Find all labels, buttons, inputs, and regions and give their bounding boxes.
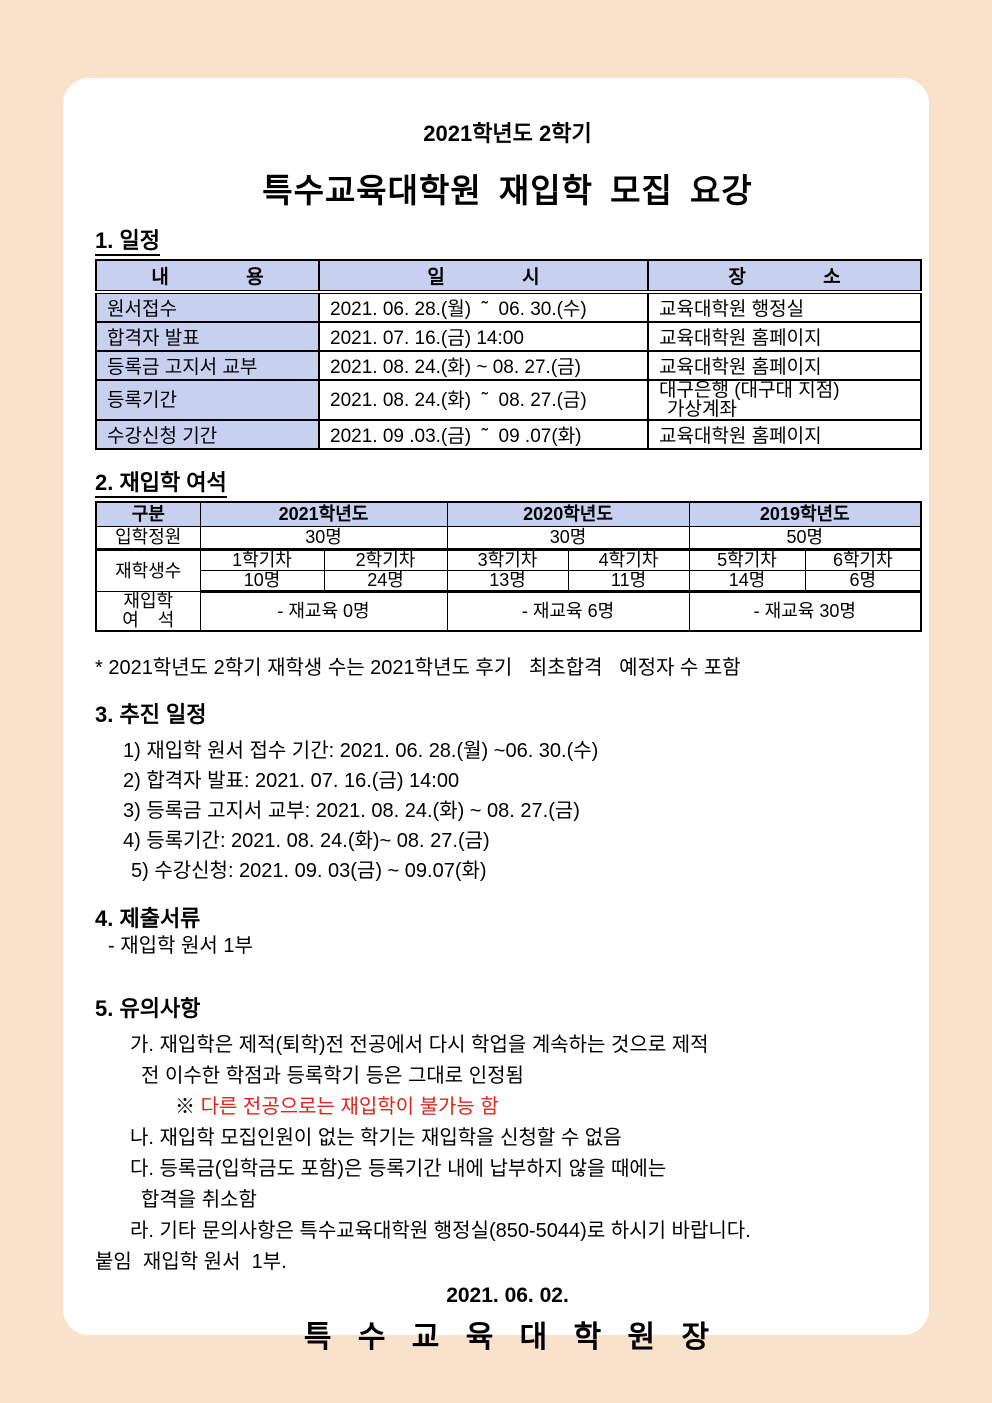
documents-item: - 재입학 원서 1부 — [108, 934, 253, 957]
schedule-cell-datetime: 2021. 06. 28.(월) ˜ 06. 30.(수) — [318, 291, 649, 323]
semester-3: 3학기차 — [446, 549, 569, 571]
document-card: 2021학년도 2학기 특수교육대학원 재입학 모집 요강 1. 일정 내 용 … — [63, 78, 929, 1354]
semester-1: 1학기차 — [199, 549, 325, 571]
seats-table: 구분 2021학년도 2020학년도 2019학년도 입학정원 30명 30명 … — [95, 501, 923, 632]
plan-item: 2) 합격자 발표: 2021. 07. 16.(금) 14:00 — [123, 769, 460, 792]
table-row: 등록기간 2021. 08. 24.(화) ˜ 08. 27.(금) 대구은행 … — [95, 379, 922, 421]
table-row: 수강신청 기간 2021. 09 .03.(금) ˜ 09 .07(화) 교육대… — [95, 419, 922, 450]
seats-table-header-row: 구분 2021학년도 2020학년도 2019학년도 — [95, 501, 922, 527]
seat-label: 재입학 여 석 — [95, 590, 201, 632]
footer-signature: 특 수 교 육 대 학 원 장 — [303, 1320, 712, 1354]
plan-item: 5) 수강신청: 2021. 09. 03(금) ~ 09.07(화) — [131, 859, 487, 882]
quota-2021: 30명 — [199, 526, 448, 551]
note-line-da2: 합격을 취소함 — [141, 1188, 257, 1211]
table-row: 등록금 고지서 교부 2021. 08. 24.(화) ~ 08. 27.(금)… — [95, 350, 922, 381]
seat-2020: - 재교육 6명 — [446, 590, 690, 632]
warning-mark: ※ — [175, 1095, 201, 1118]
note-line-ga1: 가. 재입학은 제적(퇴학)전 전공에서 다시 학업을 계속하는 것으로 제적 — [130, 1033, 709, 1056]
note-line-da1: 다. 등록금(입학금도 포함)은 등록기간 내에 납부하지 않을 때에는 — [130, 1157, 667, 1180]
schedule-table: 내 용 일 시 장 소 원서접수 2021. 06. 28.(월) ˜ 06. … — [95, 259, 922, 450]
schedule-table-header-row: 내 용 일 시 장 소 — [95, 259, 922, 294]
section-seats-heading-text: 2. 재입학 여석 — [95, 470, 227, 498]
quota-2019: 50명 — [688, 526, 922, 551]
enrolled-4: 11명 — [567, 570, 690, 593]
enrolled-5: 14명 — [688, 570, 806, 593]
place-line-2: 가상계좌 — [667, 399, 737, 420]
note-line-na: 나. 재입학 모집인원이 없는 학기는 재입학을 신청할 수 없음 — [130, 1126, 622, 1149]
table-row: 입학정원 30명 30명 50명 — [95, 526, 922, 551]
schedule-cell-place: 교육대학원 홈페이지 — [647, 350, 922, 381]
doc-title: 특수교육대학원 재입학 모집 요강 — [262, 172, 753, 209]
seat-2019: - 재교육 30명 — [688, 590, 922, 632]
section-seats-heading: 2. 재입학 여석 — [95, 470, 920, 498]
attachment-line: 붙임 재입학 원서 1부. — [95, 1250, 287, 1273]
schedule-col-content: 내 용 — [95, 259, 320, 294]
quota-2020: 30명 — [446, 526, 690, 551]
schedule-cell-place: 교육대학원 홈페이지 — [647, 419, 922, 450]
seat-label-line2: 여 석 — [122, 609, 175, 630]
place-line-1: 대구은행 (대구대 지점) — [659, 380, 840, 401]
semester-6: 6학기차 — [804, 549, 922, 571]
footer-date: 2021. 06. 02. — [446, 1283, 569, 1307]
semester-4: 4학기차 — [567, 549, 690, 571]
section-notes-heading: 5. 유의사항 — [95, 995, 201, 1021]
schedule-cell-content: 합격자 발표 — [95, 321, 320, 352]
seats-footnote: * 2021학년도 2학기 재학생 수는 2021학년도 후기 최초합격 예정자… — [95, 656, 741, 679]
section-schedule-heading-text: 1. 일정 — [95, 228, 160, 256]
enrolled-label: 재학생수 — [95, 549, 201, 592]
schedule-cell-content: 원서접수 — [95, 291, 320, 323]
plan-list: 1) 재입학 원서 접수 기간: 2021. 06. 28.(월) ~06. 3… — [95, 736, 920, 886]
semester-2: 2학기차 — [323, 549, 448, 571]
enrolled-2: 24명 — [323, 570, 448, 593]
table-row: 재학생수 1학기차 2학기차 3학기차 4학기차 5학기차 6학기차 — [95, 549, 922, 592]
schedule-cell-content: 수강신청 기간 — [95, 419, 320, 450]
table-row: 10명 24명 13명 11명 14명 6명 — [96, 570, 922, 593]
enrolled-3: 13명 — [446, 570, 569, 593]
schedule-cell-datetime: 2021. 08. 24.(화) ~ 08. 27.(금) — [318, 350, 649, 381]
section-schedule-heading: 1. 일정 — [95, 228, 920, 256]
seats-col-label: 구분 — [95, 501, 201, 527]
schedule-cell-datetime: 2021. 09 .03.(금) ˜ 09 .07(화) — [318, 419, 649, 450]
table-row: 합격자 발표 2021. 07. 16.(금) 14:00 교육대학원 홈페이지 — [95, 321, 922, 352]
schedule-cell-content: 등록금 고지서 교부 — [95, 350, 320, 381]
note-line-ra: 라. 기타 문의사항은 특수교육대학원 행정실(850-5044)로 하시기 바… — [130, 1219, 751, 1242]
seats-year-2020: 2020학년도 — [446, 501, 690, 527]
plan-item: 4) 등록기간: 2021. 08. 24.(화)~ 08. 27.(금) — [123, 829, 490, 852]
schedule-col-datetime: 일 시 — [318, 259, 649, 294]
table-row: 원서접수 2021. 06. 28.(월) ˜ 06. 30.(수) 교육대학원… — [95, 291, 922, 323]
seat-label-line1: 재입학 — [123, 591, 174, 611]
enrolled-1: 10명 — [199, 570, 325, 593]
seat-2021: - 재교육 0명 — [199, 590, 448, 632]
seats-year-2021: 2021학년도 — [199, 501, 448, 527]
note-line-ga2: 전 이수한 학점과 등록학기 등은 그대로 인정됨 — [141, 1064, 524, 1087]
plan-item: 3) 등록금 고지서 교부: 2021. 08. 24.(화) ~ 08. 27… — [123, 799, 580, 822]
seats-year-2019: 2019학년도 — [688, 501, 922, 527]
schedule-cell-datetime: 2021. 07. 16.(금) 14:00 — [318, 321, 649, 352]
schedule-cell-place: 교육대학원 홈페이지 — [647, 321, 922, 352]
schedule-cell-place: 교육대학원 행정실 — [647, 291, 922, 323]
schedule-col-place: 장 소 — [647, 259, 922, 294]
warning-text: 다른 전공으로는 재입학이 불가능 함 — [200, 1095, 499, 1118]
schedule-cell-datetime: 2021. 08. 24.(화) ˜ 08. 27.(금) — [318, 379, 649, 421]
section-plan-heading: 3. 추진 일정 — [95, 701, 207, 727]
quota-label: 입학정원 — [95, 526, 201, 551]
doc-subtitle: 2021학년도 2학기 — [423, 121, 592, 146]
note-line-warning: ※ 다른 전공으로는 재입학이 불가능 함 — [95, 1092, 920, 1123]
table-row: 재입학 여 석 - 재교육 0명 - 재교육 6명 - 재교육 30명 — [95, 590, 922, 632]
schedule-cell-place: 대구은행 (대구대 지점) 가상계좌 — [647, 379, 922, 421]
notes-block: 가. 재입학은 제적(퇴학)전 전공에서 다시 학업을 계속하는 것으로 제적 … — [95, 1030, 920, 1278]
plan-item: 1) 재입학 원서 접수 기간: 2021. 06. 28.(월) ~06. 3… — [123, 739, 599, 762]
section-documents-heading: 4. 제출서류 — [95, 905, 201, 931]
semester-5: 5학기차 — [688, 549, 806, 571]
enrolled-6: 6명 — [804, 570, 922, 593]
schedule-cell-content: 등록기간 — [95, 379, 320, 421]
